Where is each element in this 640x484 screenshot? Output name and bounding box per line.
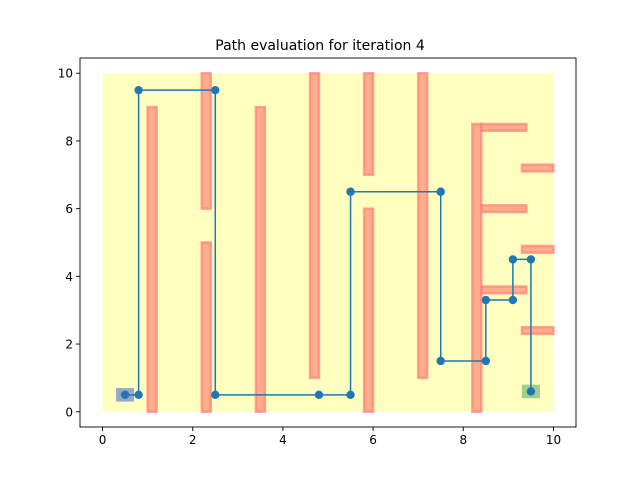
path-point <box>134 85 143 95</box>
y-tick-label: 10 <box>58 67 73 81</box>
obstacle <box>362 207 375 414</box>
obstacle <box>520 244 555 254</box>
path-layer <box>120 85 536 400</box>
obstacle <box>146 105 158 414</box>
y-tick-label: 0 <box>65 405 73 419</box>
x-tick-label: 2 <box>189 433 197 447</box>
obstacle <box>480 122 528 133</box>
obstacle <box>480 204 528 214</box>
obstacles-layer <box>146 71 555 414</box>
x-tick-label: 8 <box>459 433 467 447</box>
path-point <box>481 356 491 366</box>
path-point <box>346 187 355 196</box>
path-point <box>526 387 536 396</box>
obstacle <box>362 71 375 177</box>
obstacle <box>200 241 213 414</box>
chart-title: Path evaluation for iteration 4 <box>215 38 425 54</box>
obstacle <box>254 105 267 414</box>
path-point <box>436 187 445 196</box>
axes-layer: 0 2 4 6 8 10 0 2 4 6 8 10 <box>58 57 577 447</box>
path-point <box>134 390 143 400</box>
y-tick-label: 2 <box>65 338 73 352</box>
y-tick-label: 4 <box>65 270 73 284</box>
x-tick-label: 6 <box>369 433 377 447</box>
y-tick-label: 8 <box>65 134 73 148</box>
x-tick-label: 10 <box>546 433 561 447</box>
obstacle <box>308 71 321 380</box>
obstacle <box>200 71 213 210</box>
y-tick-label: 6 <box>65 202 73 216</box>
path-point <box>508 295 518 305</box>
path-point <box>481 295 491 305</box>
obstacle <box>416 71 429 380</box>
obstacle <box>520 163 555 173</box>
path-point <box>508 255 518 264</box>
path-line <box>125 89 532 396</box>
path-point <box>436 356 445 366</box>
path-point <box>526 255 536 264</box>
path-point <box>211 85 220 95</box>
obstacle <box>520 325 555 336</box>
path-point <box>211 390 220 400</box>
obstacle <box>471 122 483 414</box>
path-point <box>314 390 324 400</box>
path-point <box>120 390 130 400</box>
obstacle <box>480 285 528 295</box>
x-tick-label: 0 <box>99 433 107 447</box>
path-point <box>346 390 355 400</box>
x-tick-label: 4 <box>279 433 287 447</box>
axes-frame <box>79 57 577 428</box>
